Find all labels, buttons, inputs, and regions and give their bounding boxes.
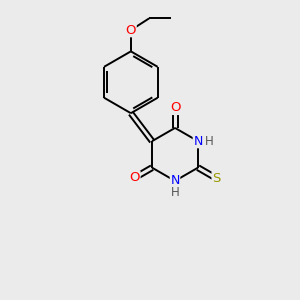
- Text: N: N: [193, 135, 203, 148]
- Text: H: H: [205, 135, 214, 148]
- Text: N: N: [170, 174, 180, 188]
- Text: O: O: [130, 171, 140, 184]
- Text: O: O: [126, 24, 136, 37]
- Text: S: S: [212, 172, 220, 185]
- Text: O: O: [170, 101, 180, 114]
- Text: H: H: [171, 186, 179, 199]
